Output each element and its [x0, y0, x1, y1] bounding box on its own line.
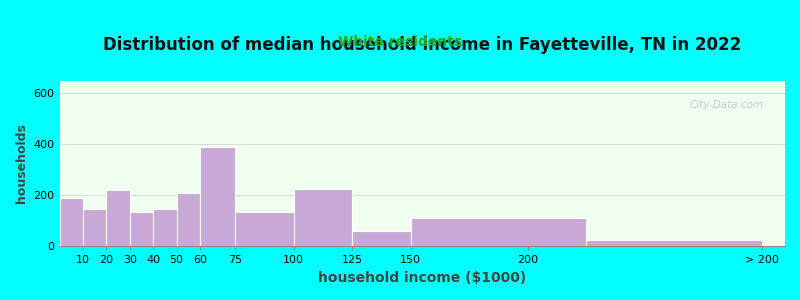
Bar — [586, 240, 762, 246]
X-axis label: household income ($1000): household income ($1000) — [318, 271, 526, 285]
Bar — [352, 231, 410, 246]
Bar — [177, 193, 200, 246]
Bar — [294, 189, 352, 246]
Bar — [130, 212, 153, 246]
Bar — [59, 198, 83, 246]
Bar — [235, 212, 294, 246]
Bar — [106, 190, 130, 246]
Bar — [410, 218, 586, 246]
Title: Distribution of median household income in Fayetteville, TN in 2022: Distribution of median household income … — [103, 36, 742, 54]
Y-axis label: households: households — [15, 124, 28, 203]
Text: White residents: White residents — [338, 34, 462, 49]
Bar — [153, 209, 177, 246]
Text: City-Data.com: City-Data.com — [689, 100, 763, 110]
Bar — [83, 209, 106, 246]
Bar — [200, 147, 235, 246]
